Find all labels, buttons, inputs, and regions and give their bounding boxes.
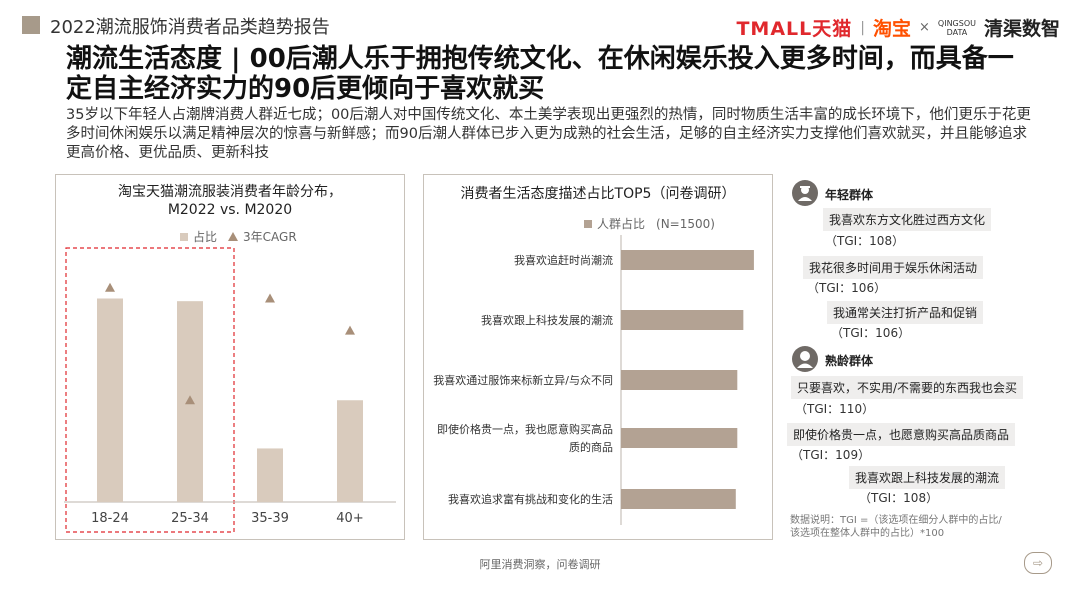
x-tick-label: 35-39	[251, 511, 289, 526]
logo-bar: TMALL天猫 | 淘宝 × QINGSOU DATA 清渠数智	[736, 14, 1060, 41]
attitude-category-label: 即使价格贵一点，我也愿意购买高品	[437, 422, 613, 436]
young-group-title: 年轻群体	[825, 188, 874, 202]
x-tick-label: 25-34	[171, 511, 209, 526]
page-title: 潮流生活态度 | 00后潮人乐于拥抱传统文化、在休闲娱乐投入更多时间，而具备一定…	[66, 44, 1014, 104]
bar-18-24	[97, 298, 123, 502]
mature-group-icon	[792, 346, 818, 372]
bar-35-39	[257, 448, 283, 502]
attitude-chart-title: 消费者生活态度描述占比TOP5（问卷调研）	[460, 186, 736, 202]
attitude-category-label: 我喜欢追赶时尚潮流	[514, 253, 613, 267]
logo-cross: ×	[919, 20, 930, 35]
x-tick-label: 18-24	[91, 511, 129, 526]
source-note: 阿里消费洞察，问卷调研	[479, 558, 601, 571]
header-square-icon	[22, 16, 40, 34]
attitude-category-label: 质的商品	[569, 440, 613, 454]
mature-item-1: 只要喜欢，不实用/不需要的东西我也会买	[791, 376, 1024, 399]
intro-paragraph: 35岁以下年轻人占潮牌消费人群近七成；00后潮人对中国传统文化、本土美学表现出更…	[66, 107, 1031, 161]
legend-attitude-swatch	[584, 219, 592, 228]
young-item-2: 我花很多时间用于娱乐休闲活动	[803, 256, 984, 279]
mature-item-2-tgi: （TGI：109）	[791, 448, 871, 462]
qingsou-logo-top: QINGSOU	[937, 18, 976, 28]
attitude-category-label: 我喜欢追求富有挑战和变化的生活	[448, 492, 613, 506]
mature-group-title: 熟龄群体	[825, 354, 874, 368]
tgi-footnote-line2: 该选项在整体人群中的占比）*100	[790, 528, 945, 539]
cagr-marker-35-39	[265, 293, 275, 303]
attitude-bar	[621, 428, 738, 448]
mature-item-1-tgi: （TGI：110）	[795, 402, 875, 416]
attitude-category-label: 我喜欢通过服饰来标新立异/与众不同	[433, 373, 613, 387]
attitude-category-label: 我喜欢跟上科技发展的潮流	[481, 313, 613, 327]
x-tick-label: 40+	[336, 511, 363, 526]
mature-item-3-tgi: （TGI：108）	[859, 491, 939, 505]
legend-bar-swatch	[180, 232, 188, 241]
cagr-marker-40+	[345, 325, 355, 335]
cagr-marker-18-24	[105, 282, 115, 292]
qingsou-logo-mark: QINGSOU DATA	[938, 19, 976, 37]
attitude-bar	[621, 489, 736, 509]
highlight-box	[65, 247, 235, 533]
age-chart-title-line2: M2022 vs. M2020	[167, 202, 293, 218]
young-item-1: 我喜欢东方文化胜过西方文化	[823, 208, 992, 231]
qingsou-logo-name: 清渠数智	[983, 18, 1060, 40]
legend-attitude-note: (N=1500)	[656, 216, 715, 231]
attitude-bar	[621, 250, 754, 270]
group-comparison: 年轻群体 我喜欢东方文化胜过西方文化 （TGI：108） 我花很多时间用于娱乐休…	[787, 178, 1067, 558]
bar-40+	[337, 400, 363, 502]
age-chart: 18-24 25-34 35-39 40+	[64, 247, 396, 533]
attitude-chart-panel: 消费者生活态度描述占比TOP5（问卷调研） 人群占比 (N=1500) 我喜欢追…	[423, 174, 773, 540]
age-chart-panel: 淘宝天猫潮流服装消费者年龄分布， M2022 vs. M2020 占比 3年CA…	[55, 174, 405, 540]
attitude-chart-legend: 人群占比 (N=1500)	[584, 215, 715, 232]
logo-divider: |	[860, 19, 865, 36]
tgi-footnote-line1: 数据说明：TGI =（该选项在细分人群中的占比/	[790, 515, 1002, 526]
young-item-2-tgi: （TGI：106）	[807, 281, 887, 295]
tmall-logo: TMALL天猫	[736, 18, 853, 40]
legend-bar-label: 占比	[193, 230, 218, 244]
mature-item-2: 即使价格贵一点，也愿意购买高品质商品	[787, 423, 1016, 446]
age-chart-title-line1: 淘宝天猫潮流服装消费者年龄分布，	[118, 184, 342, 200]
report-title: 2022潮流服饰消费者品类趋势报告	[50, 17, 330, 38]
attitude-bar	[621, 310, 744, 330]
qingsou-logo-bottom: DATA	[946, 27, 968, 37]
attitude-chart: 我喜欢追赶时尚潮流我喜欢跟上科技发展的潮流我喜欢通过服饰来标新立异/与众不同即使…	[433, 235, 754, 525]
legend-triangle-icon	[228, 232, 239, 241]
mature-item-3: 我喜欢跟上科技发展的潮流	[849, 466, 1006, 489]
age-chart-legend: 占比 3年CAGR	[180, 228, 297, 245]
young-item-1-tgi: （TGI：108）	[825, 234, 905, 248]
young-item-3-tgi: （TGI：106）	[831, 326, 911, 340]
exit-arrow-icon[interactable]: ⇨	[1024, 552, 1052, 574]
legend-attitude-label: 人群占比	[597, 217, 646, 231]
legend-cagr-label: 3年CAGR	[243, 230, 297, 244]
tgi-footnote: 数据说明：TGI =（该选项在细分人群中的占比/ 该选项在整体人群中的占比）*1…	[790, 514, 1002, 540]
attitude-bar	[621, 370, 738, 390]
taobao-logo: 淘宝	[872, 18, 911, 40]
young-group-icon	[792, 180, 818, 206]
young-item-3: 我通常关注打折产品和促销	[827, 301, 984, 324]
cagr-marker-25-34	[185, 395, 195, 405]
